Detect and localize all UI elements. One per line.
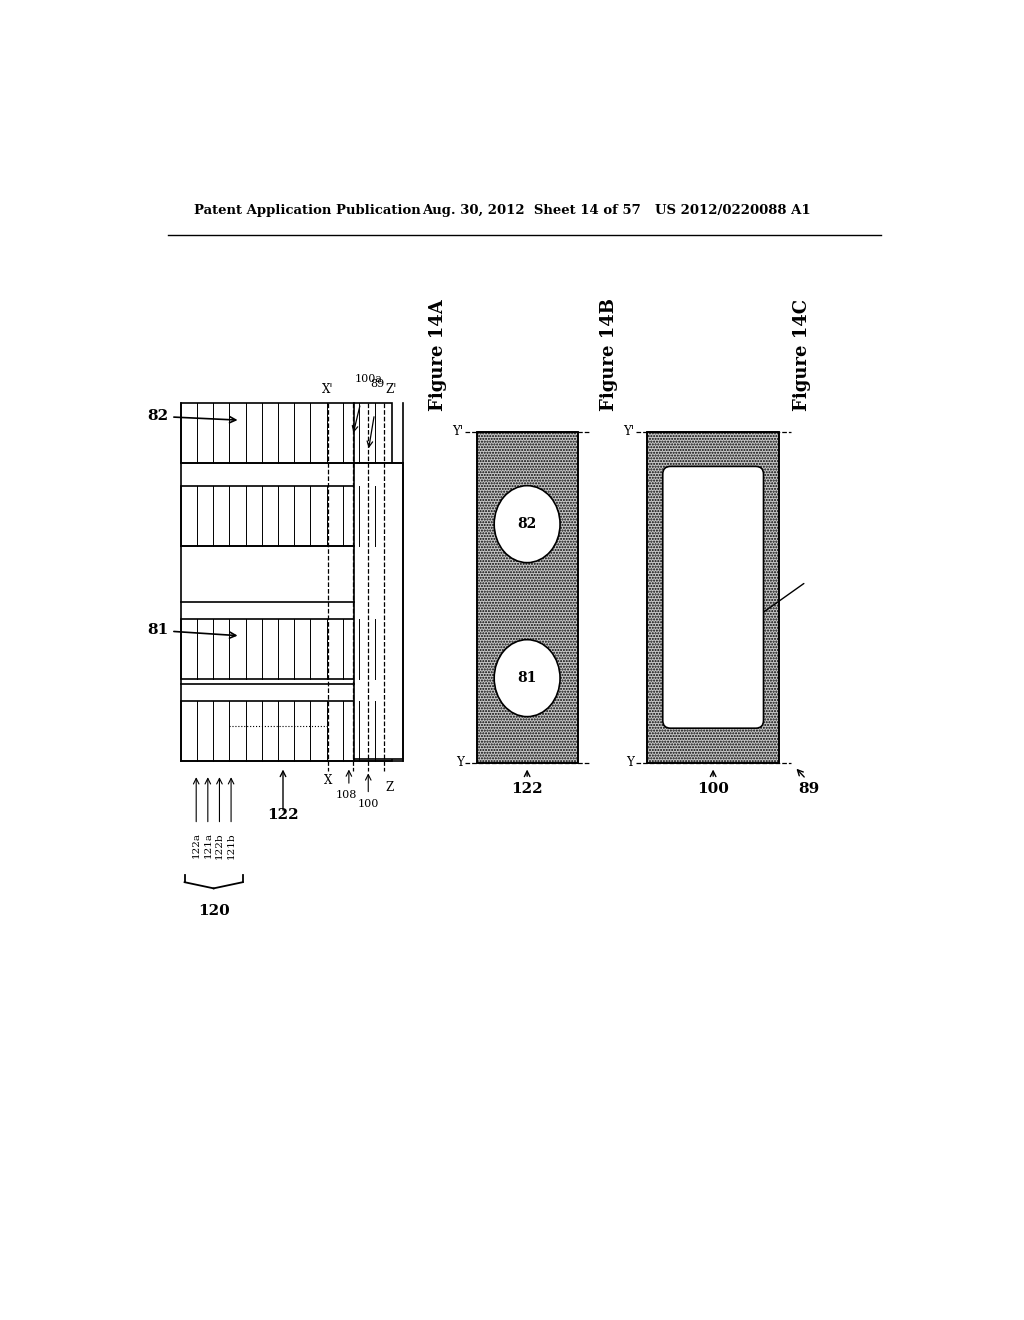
- Text: 121a: 121a: [204, 832, 212, 858]
- Bar: [180, 619, 391, 678]
- Text: 121b: 121b: [226, 832, 236, 859]
- Text: 122: 122: [267, 808, 299, 822]
- Text: 89: 89: [370, 379, 384, 389]
- Text: X: X: [324, 775, 332, 788]
- Text: Y: Y: [627, 756, 634, 770]
- FancyBboxPatch shape: [663, 466, 764, 729]
- Text: Figure 14A: Figure 14A: [429, 298, 447, 411]
- Text: Z: Z: [385, 780, 393, 793]
- Bar: [647, 432, 779, 763]
- Text: Z': Z': [385, 383, 396, 396]
- Bar: [180, 701, 391, 762]
- Text: 120: 120: [198, 904, 229, 917]
- Text: 122a: 122a: [191, 832, 201, 858]
- Text: Aug. 30, 2012  Sheet 14 of 57: Aug. 30, 2012 Sheet 14 of 57: [423, 205, 641, 218]
- Text: US 2012/0220088 A1: US 2012/0220088 A1: [655, 205, 811, 218]
- Text: Figure 14B: Figure 14B: [599, 298, 617, 412]
- Text: 89: 89: [798, 781, 819, 796]
- Ellipse shape: [495, 640, 560, 717]
- Text: 81: 81: [147, 623, 236, 638]
- Text: 81: 81: [517, 671, 537, 685]
- Text: Y': Y': [623, 425, 634, 438]
- Text: X': X': [323, 383, 334, 396]
- Text: Patent Application Publication: Patent Application Publication: [194, 205, 421, 218]
- Bar: [180, 486, 391, 545]
- Bar: [647, 432, 779, 763]
- Text: Y: Y: [456, 756, 464, 770]
- Text: 100: 100: [357, 799, 379, 809]
- Text: Y': Y': [453, 425, 464, 438]
- Text: 100: 100: [697, 781, 729, 796]
- Text: 82: 82: [147, 409, 236, 424]
- Text: 122: 122: [511, 781, 543, 796]
- Bar: [180, 404, 391, 463]
- Ellipse shape: [495, 486, 560, 562]
- Bar: [477, 432, 578, 763]
- Text: 122b: 122b: [215, 832, 224, 859]
- Text: 82: 82: [517, 517, 537, 531]
- Bar: [354, 463, 403, 759]
- Text: 108: 108: [336, 789, 357, 800]
- Text: 100a: 100a: [354, 374, 382, 384]
- Text: Figure 14C: Figure 14C: [794, 298, 811, 411]
- Bar: [477, 432, 578, 763]
